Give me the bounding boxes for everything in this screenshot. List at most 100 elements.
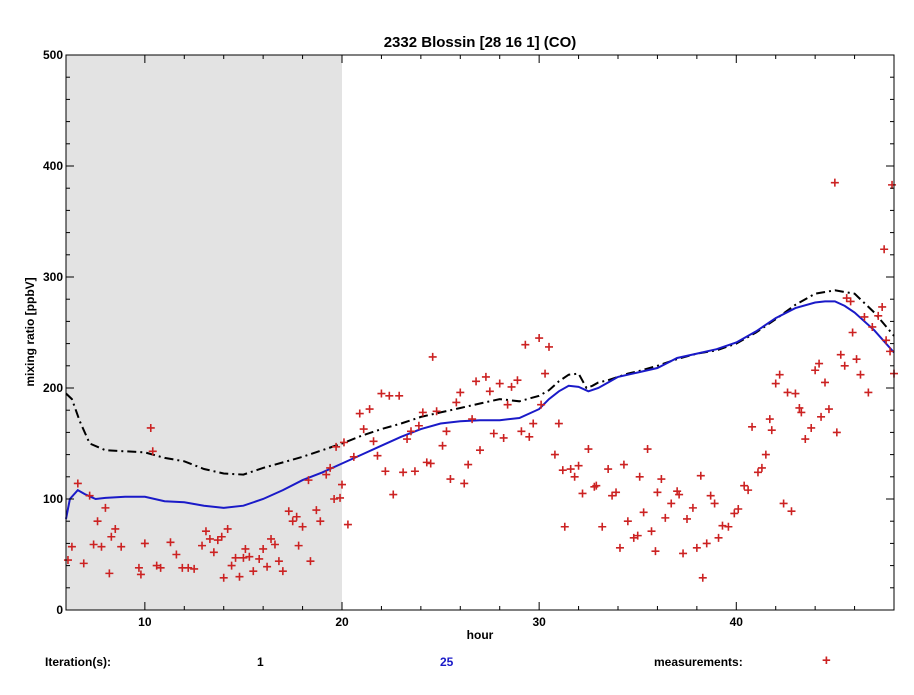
measurement-point xyxy=(718,521,727,530)
measurement-point xyxy=(223,524,232,533)
measurement-point xyxy=(432,407,441,416)
measurement-point xyxy=(815,359,824,368)
y-axis-label: mixing ratio [ppbV] xyxy=(23,277,37,386)
measurement-point xyxy=(566,465,575,474)
measurement-point xyxy=(284,507,293,516)
measurement-point xyxy=(525,432,534,441)
measurement-point xyxy=(560,522,569,531)
measurement-point xyxy=(255,554,264,563)
measurement-point xyxy=(888,180,897,189)
measurement-point xyxy=(619,460,628,469)
measurement-point xyxy=(495,379,504,388)
measurement-point xyxy=(886,347,895,356)
measurement-point xyxy=(67,542,76,551)
measurement-point xyxy=(878,302,887,311)
measurement-point xyxy=(499,433,508,442)
measurement-point xyxy=(288,517,297,526)
measurement-point xyxy=(836,350,845,359)
measurement-point xyxy=(338,480,346,489)
y-tick-label: 0 xyxy=(56,603,63,617)
measurement-point xyxy=(399,468,408,477)
measurement-point xyxy=(205,534,214,543)
measurement-point xyxy=(757,463,766,472)
measurement-point xyxy=(848,328,857,337)
measurement-point xyxy=(517,427,526,436)
measurement-point xyxy=(476,446,484,455)
measurement-point xyxy=(343,520,352,529)
measurement-point xyxy=(373,451,382,460)
measurement-point xyxy=(647,527,656,536)
legend-series-25: 25 xyxy=(440,655,454,669)
measurement-point xyxy=(830,178,839,187)
measurement-point xyxy=(63,556,72,565)
measurement-point xyxy=(643,445,652,454)
measurement-point xyxy=(217,532,226,541)
measurement-point xyxy=(426,459,435,468)
measurement-point xyxy=(198,541,207,550)
measurement-point xyxy=(101,503,110,512)
measurement-point xyxy=(651,547,660,556)
y-tick-label: 100 xyxy=(43,492,63,506)
measurement-point xyxy=(201,527,210,536)
measurement-point xyxy=(73,479,82,488)
measurement-point xyxy=(442,427,451,436)
y-tick-label: 300 xyxy=(43,270,63,284)
measurement-points xyxy=(63,178,898,582)
measurement-point xyxy=(811,366,820,375)
measurement-point xyxy=(740,481,749,490)
measurement-point xyxy=(710,499,719,508)
measurement-point xyxy=(407,427,415,436)
measurement-point xyxy=(326,463,335,472)
measurement-point xyxy=(852,355,861,364)
measurement-point xyxy=(294,541,303,550)
measurement-point xyxy=(667,499,676,508)
y-tick-label: 400 xyxy=(43,159,63,173)
measurement-point xyxy=(714,533,723,542)
measurement-point xyxy=(753,468,762,477)
measurement-point xyxy=(395,391,404,400)
measurement-point xyxy=(554,419,563,428)
measurement-point xyxy=(270,540,279,549)
measurement-point xyxy=(783,388,792,397)
measurement-point xyxy=(156,563,165,572)
measurement-point xyxy=(807,423,816,432)
measurement-point xyxy=(292,512,301,521)
measurement-point xyxy=(245,552,254,561)
measurement-point xyxy=(771,379,780,388)
x-tick-label: 30 xyxy=(532,615,546,629)
measurement-point xyxy=(868,322,877,331)
measurement-point xyxy=(438,441,447,450)
measurement-point xyxy=(117,542,126,551)
measurement-point xyxy=(349,452,358,461)
measurement-point xyxy=(584,445,593,454)
measurement-point xyxy=(880,245,889,254)
measurement-point xyxy=(410,467,419,476)
measurement-point xyxy=(623,517,632,526)
measurement-point xyxy=(864,388,873,397)
measurement-point xyxy=(615,543,624,552)
measurement-point xyxy=(698,573,707,582)
measurement-point xyxy=(263,562,272,571)
measurement-point xyxy=(316,517,325,526)
measurement-point xyxy=(604,465,613,474)
measurement-point xyxy=(675,490,684,499)
measurement-point xyxy=(860,312,869,321)
measurement-point xyxy=(403,435,412,444)
measurement-point xyxy=(452,398,461,407)
measurement-point xyxy=(355,409,364,418)
measurement-point xyxy=(239,553,248,562)
measurement-point xyxy=(148,447,157,456)
measurement-point xyxy=(79,559,88,568)
measurement-point xyxy=(513,376,522,385)
measurement-point xyxy=(882,336,891,345)
measurement-point xyxy=(661,513,670,522)
measurement-point xyxy=(578,489,587,498)
measurement-point xyxy=(537,400,546,409)
measurement-point xyxy=(657,475,666,484)
measurement-point xyxy=(97,542,106,551)
measurement-point xyxy=(779,499,788,508)
measurement-point xyxy=(633,531,642,540)
measurement-point xyxy=(590,482,599,491)
measurement-point xyxy=(172,550,181,559)
